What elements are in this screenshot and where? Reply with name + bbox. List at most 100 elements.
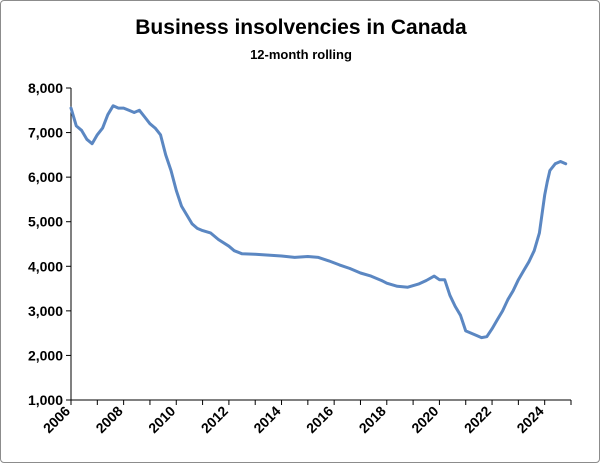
data-point (254, 253, 257, 256)
data-point (133, 111, 136, 114)
x-tick-label: 2010 (145, 403, 178, 436)
data-point (101, 126, 104, 130)
data-point (185, 213, 188, 217)
data-point (106, 113, 110, 116)
chart-subtitle: 12-month rolling (250, 47, 352, 62)
data-point (122, 106, 125, 110)
data-point (538, 231, 541, 235)
y-tick-label: 2,000 (28, 347, 63, 363)
data-point (154, 126, 157, 130)
data-point (111, 104, 115, 108)
data-point (159, 133, 162, 136)
y-tick-label: 3,000 (28, 303, 63, 319)
data-point (267, 253, 270, 257)
data-point (443, 278, 446, 281)
data-point (327, 259, 331, 263)
data-point (517, 278, 520, 281)
data-point (527, 260, 531, 263)
data-point (227, 245, 231, 248)
data-point (96, 133, 99, 136)
x-tick-label: 2012 (198, 403, 231, 436)
data-point (533, 249, 536, 252)
data-point (522, 269, 525, 272)
x-tick-label: 2024 (513, 403, 546, 436)
data-point (480, 336, 483, 339)
data-point (448, 294, 452, 297)
data-point (406, 286, 409, 289)
x-tick-label: 2018 (356, 403, 389, 436)
x-tick-label: 2020 (408, 403, 441, 436)
data-point (459, 314, 462, 317)
y-tick-label: 4,000 (28, 258, 63, 274)
data-point (469, 331, 473, 335)
data-point (338, 263, 341, 267)
data-point (475, 334, 478, 337)
data-point (464, 329, 467, 333)
chart-axes (70, 88, 571, 401)
data-point (559, 160, 562, 163)
chart-title: Business insolvencies in Canada (135, 16, 467, 39)
series-group (69, 104, 568, 340)
data-point (417, 282, 420, 286)
y-tick-label: 7,000 (28, 125, 63, 141)
data-point (196, 227, 199, 230)
data-point (496, 318, 499, 321)
data-point (293, 256, 296, 259)
data-point (490, 327, 494, 330)
data-point (143, 115, 146, 119)
data-point (85, 138, 89, 141)
data-point (425, 279, 428, 282)
data-point (90, 142, 94, 145)
y-tick-label: 8,000 (28, 80, 63, 96)
data-point (511, 289, 515, 292)
x-tick-label: 2008 (92, 403, 125, 436)
data-point (164, 153, 167, 157)
data-point (190, 222, 194, 226)
data-point (280, 254, 283, 258)
x-tick-label: 2016 (303, 403, 336, 436)
data-point (217, 238, 220, 241)
data-point (501, 309, 504, 313)
data-point (543, 193, 546, 197)
x-tick-label: 2014 (250, 403, 283, 436)
data-point (438, 278, 441, 281)
data-point (209, 231, 212, 235)
data-point (69, 106, 73, 110)
data-point (175, 189, 178, 192)
data-point (546, 180, 549, 183)
data-point (554, 162, 557, 165)
data-point (317, 256, 320, 259)
data-point (75, 124, 78, 128)
data-point (306, 255, 309, 258)
data-point (369, 274, 373, 278)
data-point (506, 298, 509, 301)
data-point (180, 204, 183, 208)
data-point (548, 169, 552, 172)
data-point (433, 274, 436, 278)
data-point (385, 282, 388, 285)
data-point (117, 106, 120, 110)
data-point (138, 109, 141, 112)
data-point (80, 129, 83, 132)
data-point (233, 249, 236, 252)
data-point (485, 335, 488, 338)
data-point (127, 109, 131, 112)
data-point (396, 285, 399, 288)
y-tick-label: 5,000 (28, 214, 63, 230)
data-point (380, 279, 383, 282)
y-tick-label: 1,000 (28, 392, 63, 408)
data-point (240, 252, 244, 255)
data-point (348, 267, 352, 270)
data-point (454, 305, 457, 308)
x-axis-ticks: 2006 2008 2010 2012 2014 2016 2018 2020 2022 2024 (40, 400, 572, 436)
data-point (359, 271, 362, 275)
data-point (169, 169, 173, 172)
data-point (148, 122, 152, 125)
data-point (564, 162, 567, 165)
insolvencies-line (69, 104, 568, 340)
x-tick-label: 2022 (461, 403, 494, 436)
y-tick-label: 6,000 (28, 169, 63, 185)
y-axis-ticks: 1,000 2,000 3,000 4,000 5,000 6,000 7,000 8,000 (28, 80, 71, 408)
